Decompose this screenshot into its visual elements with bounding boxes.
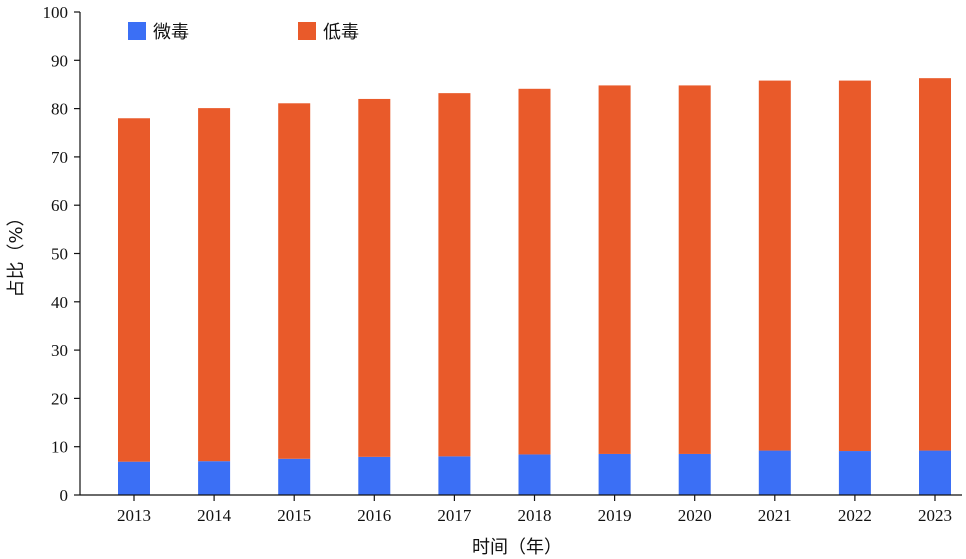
bar-2022-series-1 — [838, 451, 871, 495]
y-tick-label: 20 — [51, 389, 68, 408]
bar-2020-series-2 — [678, 85, 711, 454]
bar-2018-series-1 — [518, 454, 551, 495]
x-tick-label: 2013 — [117, 506, 151, 525]
bar-2023-series-2 — [919, 78, 951, 451]
bar-2017-series-2 — [438, 93, 471, 457]
legend-swatch-series-1 — [128, 22, 146, 40]
x-axis-title: 时间（年） — [472, 537, 562, 558]
y-tick-label: 0 — [60, 486, 69, 505]
legend: 微毒 低毒 — [128, 22, 359, 43]
bar-2019-series-2 — [598, 85, 631, 454]
bar-2017-series-1 — [438, 456, 471, 495]
bar-2015-series-1 — [278, 458, 311, 495]
bar-2018-series-2 — [518, 88, 551, 455]
y-tick-label: 100 — [43, 3, 69, 22]
x-tick-label: 2017 — [437, 506, 472, 525]
y-tick-label: 70 — [51, 148, 68, 167]
bar-2016-series-2 — [358, 98, 391, 457]
x-tick-label: 2021 — [758, 506, 792, 525]
bar-2015-series-2 — [278, 103, 311, 459]
bar-2013-series-2 — [118, 118, 150, 462]
y-ticks-group: 0 10 20 30 40 50 60 70 80 90 100 — [43, 3, 80, 505]
x-tick-label: 2022 — [838, 506, 872, 525]
y-tick-label: 80 — [51, 100, 68, 119]
y-axis-title: 占比（%） — [6, 208, 27, 297]
y-tick-label: 40 — [51, 293, 68, 312]
x-tick-label: 2018 — [518, 506, 552, 525]
legend-label-series-2: 低毒 — [323, 22, 359, 43]
y-tick-label: 50 — [51, 245, 68, 264]
legend-label-series-1: 微毒 — [153, 22, 189, 43]
x-tick-label: 2014 — [197, 506, 232, 525]
bar-2020-series-1 — [678, 453, 711, 495]
bar-2016-series-1 — [358, 456, 391, 495]
legend-swatch-series-2 — [298, 22, 316, 40]
x-tick-label: 2023 — [918, 506, 952, 525]
bar-2013-series-1 — [118, 461, 150, 495]
bar-2014-series-1 — [198, 461, 231, 495]
bar-2021-series-2 — [758, 80, 791, 451]
bars-group — [118, 78, 951, 495]
y-tick-label: 60 — [51, 196, 68, 215]
y-tick-label: 90 — [51, 51, 68, 70]
bar-2023-series-1 — [919, 450, 951, 495]
bar-2019-series-1 — [598, 453, 631, 495]
bar-2021-series-1 — [758, 450, 791, 495]
x-tick-label: 2015 — [277, 506, 311, 525]
x-ticks-group: 2013 2014 2015 2016 2017 2018 2019 2020 2021 2022… — [117, 495, 952, 525]
bar-2022-series-2 — [838, 80, 871, 452]
y-tick-label: 30 — [51, 341, 68, 360]
x-tick-label: 2019 — [598, 506, 632, 525]
bar-2014-series-2 — [198, 108, 231, 462]
x-tick-label: 2020 — [678, 506, 712, 525]
x-tick-label: 2016 — [357, 506, 391, 525]
y-tick-label: 10 — [51, 438, 68, 457]
